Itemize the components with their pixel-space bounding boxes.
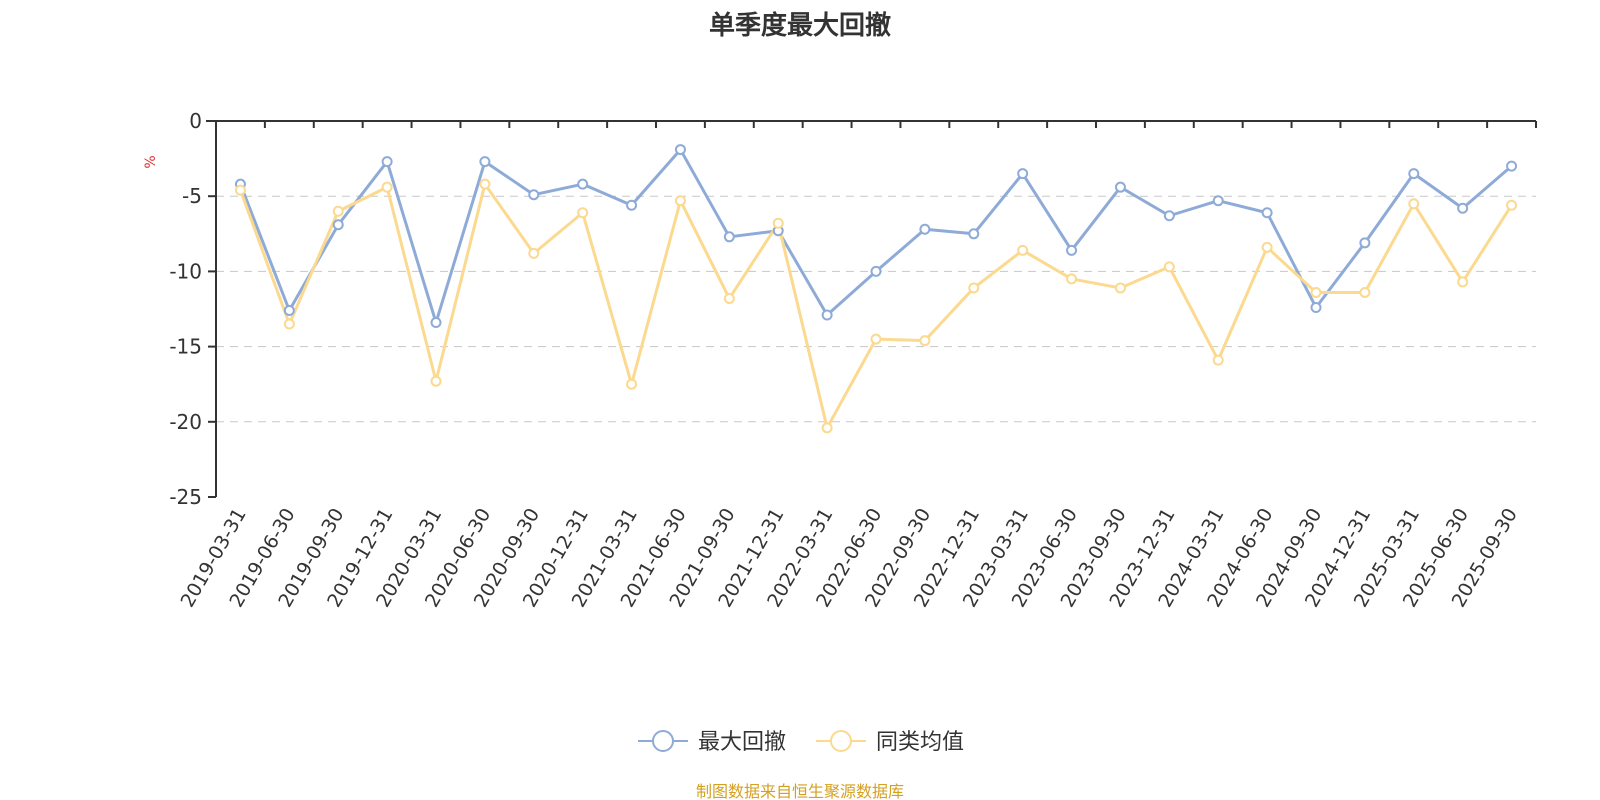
data-point-series-0[interactable] <box>528 189 540 201</box>
data-point-series-1[interactable] <box>1310 286 1322 298</box>
legend-item-max-drawdown[interactable]: 最大回撤 <box>638 730 786 755</box>
data-point-series-1[interactable] <box>1017 244 1029 256</box>
axes <box>206 120 1537 498</box>
data-point-series-1[interactable] <box>577 207 589 219</box>
data-point-series-0[interactable] <box>1212 195 1224 207</box>
legend-item-peer-average[interactable]: 同类均值 <box>816 730 964 755</box>
data-point-series-1[interactable] <box>674 195 686 207</box>
y-tick-label: 0 <box>189 109 202 133</box>
data-point-series-1[interactable] <box>1359 286 1371 298</box>
data-point-series-0[interactable] <box>1066 244 1078 256</box>
data-point-series-1[interactable] <box>1066 273 1078 285</box>
data-point-series-1[interactable] <box>1457 276 1469 288</box>
data-point-series-0[interactable] <box>919 223 931 235</box>
data-point-series-1[interactable] <box>1163 261 1175 273</box>
data-point-series-0[interactable] <box>968 228 980 240</box>
data-point-series-0[interactable] <box>1310 301 1322 313</box>
data-point-series-0[interactable] <box>283 305 295 317</box>
data-point-series-0[interactable] <box>479 156 491 168</box>
legend-marker-peer-average <box>830 730 852 752</box>
data-point-series-1[interactable] <box>723 292 735 304</box>
data-point-series-0[interactable] <box>821 309 833 321</box>
legend-marker-max-drawdown <box>652 730 674 752</box>
x-tick-labels: 2019-03-312019-06-302019-09-302019-12-31… <box>177 505 1522 612</box>
data-point-series-1[interactable] <box>821 422 833 434</box>
data-point-series-0[interactable] <box>723 231 735 243</box>
legend-label-max-drawdown: 最大回撤 <box>698 730 786 755</box>
data-point-series-0[interactable] <box>1506 160 1518 172</box>
y-axis-unit-label: % <box>143 155 159 168</box>
data-source-note: 制图数据来自恒生聚源数据库 <box>696 782 904 800</box>
data-point-series-0[interactable] <box>332 219 344 231</box>
y-tick-label: -15 <box>169 335 202 359</box>
data-point-series-0[interactable] <box>1457 202 1469 214</box>
data-point-series-0[interactable] <box>1163 210 1175 222</box>
data-point-series-1[interactable] <box>626 378 638 390</box>
data-point-series-0[interactable] <box>1359 237 1371 249</box>
data-point-series-0[interactable] <box>381 156 393 168</box>
data-point-series-1[interactable] <box>772 217 784 229</box>
y-tick-label: -10 <box>169 259 202 283</box>
series-line-0 <box>239 148 1513 325</box>
data-point-series-0[interactable] <box>577 178 589 190</box>
data-point-series-1[interactable] <box>381 181 393 193</box>
y-tick-labels: 0 -5 -10 -15 -20 -25 <box>169 109 202 509</box>
gridlines <box>216 195 1536 423</box>
data-point-series-0[interactable] <box>1408 168 1420 180</box>
data-point-series-1[interactable] <box>870 333 882 345</box>
data-point-series-1[interactable] <box>1212 354 1224 366</box>
data-point-series-1[interactable] <box>1408 198 1420 210</box>
data-point-series-0[interactable] <box>674 144 686 156</box>
data-point-series-1[interactable] <box>528 247 540 259</box>
data-point-series-0[interactable] <box>1017 168 1029 180</box>
data-point-series-1[interactable] <box>919 335 931 347</box>
data-point-series-0[interactable] <box>870 265 882 277</box>
chart-title: 单季度最大回撤 <box>709 10 891 41</box>
data-point-series-1[interactable] <box>1506 199 1518 211</box>
y-tick-label: -20 <box>169 410 202 434</box>
data-point-series-0[interactable] <box>1261 207 1273 219</box>
data-point-series-1[interactable] <box>968 282 980 294</box>
data-point-series-1[interactable] <box>332 205 344 217</box>
y-tick-label: -25 <box>169 485 202 509</box>
data-point-series-0[interactable] <box>430 317 442 329</box>
data-point-series-1[interactable] <box>283 318 295 330</box>
data-point-series-0[interactable] <box>1114 181 1126 193</box>
y-tick-label: -5 <box>182 184 202 208</box>
legend-label-peer-average: 同类均值 <box>876 730 964 755</box>
data-point-series-1[interactable] <box>479 178 491 190</box>
data-point-series-1[interactable] <box>234 184 246 196</box>
legend: 最大回撤 同类均值 <box>638 730 964 755</box>
series-lines <box>234 144 1518 434</box>
data-point-series-0[interactable] <box>626 199 638 211</box>
data-point-series-1[interactable] <box>430 375 442 387</box>
data-point-series-1[interactable] <box>1114 282 1126 294</box>
data-point-series-1[interactable] <box>1261 241 1273 253</box>
